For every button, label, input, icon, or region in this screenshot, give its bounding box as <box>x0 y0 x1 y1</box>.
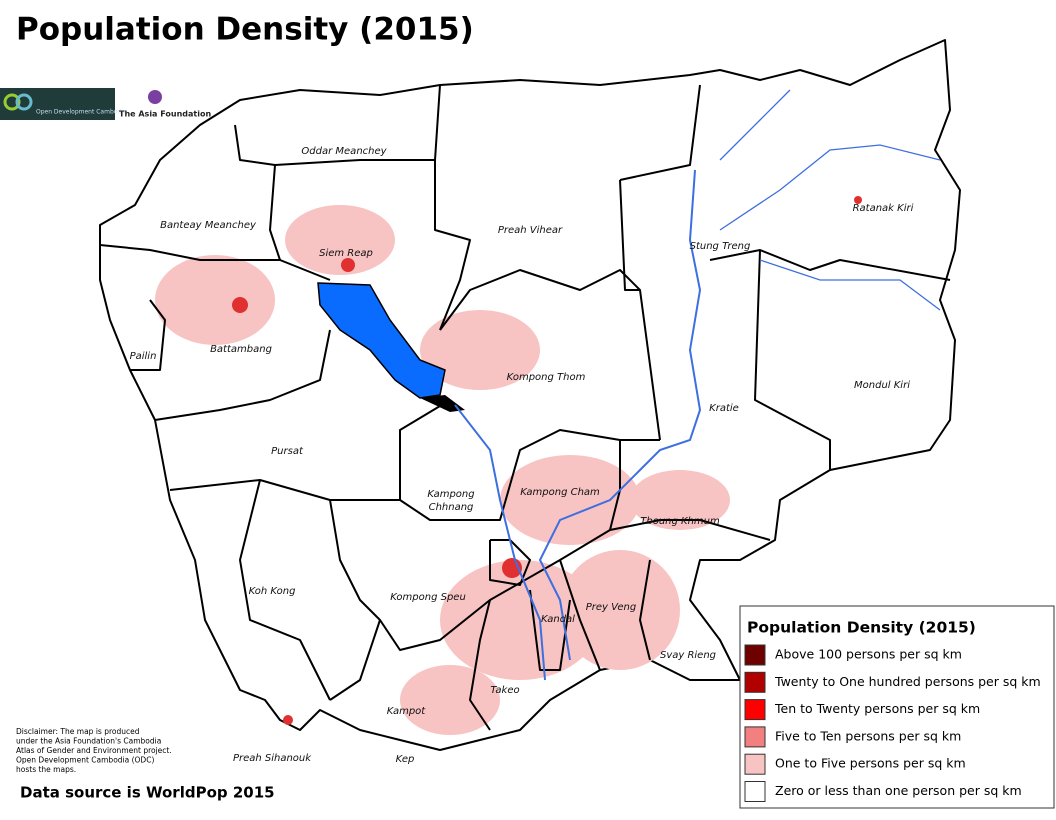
province-label: Kandal <box>541 614 575 625</box>
province-label: Chhnang <box>429 502 474 513</box>
lake-outlet <box>420 395 465 412</box>
density-area <box>630 470 730 530</box>
province-label: Kratie <box>709 403 739 414</box>
province-label: Mondul Kiri <box>854 380 910 391</box>
province-label: Kampong <box>427 489 474 500</box>
province-label: Siem Reap <box>319 248 373 259</box>
logo-text: Open Development Cambodia <box>36 109 127 116</box>
disclaimer-line: Atlas of Gender and Environment project. <box>16 746 172 755</box>
disclaimer-line: Open Development Cambodia (ODC) <box>16 756 154 765</box>
province-label: Svay Rieng <box>660 650 716 661</box>
density-area <box>420 310 540 390</box>
density-area <box>155 255 275 345</box>
province-label: Battambang <box>210 344 272 355</box>
province-label: Banteay Meanchey <box>160 220 257 231</box>
province-label: Stung Treng <box>690 241 751 252</box>
odc-logo: Open Development Cambodia <box>0 88 127 120</box>
dense-spot <box>283 715 293 725</box>
legend-swatch <box>744 644 766 666</box>
legend-label: Five to Ten persons per sq km <box>775 728 961 743</box>
bassac-river <box>454 404 546 681</box>
legend-swatch <box>744 671 766 693</box>
province-label: Kampot <box>387 706 427 717</box>
legend-swatch <box>744 726 766 748</box>
density-area <box>400 665 500 735</box>
logo-mark <box>15 93 33 111</box>
legend: Population Density (2015) Above 100 pers… <box>739 605 1055 809</box>
province-label: Kep <box>396 754 415 765</box>
province-label: Takeo <box>490 685 519 696</box>
province-label: Oddar Meanchey <box>301 146 387 157</box>
province-label: Tboung Khmum <box>640 516 720 527</box>
province-label: Prey Veng <box>586 602 636 613</box>
legend-title: Population Density (2015) <box>747 619 976 637</box>
province-label: Kampong Cham <box>520 487 600 498</box>
tonle-sap-lake <box>317 282 446 399</box>
legend-box <box>739 605 1055 809</box>
disclaimer-line: hosts the maps. <box>16 765 76 774</box>
map-title: Population Density (2015) <box>16 12 474 48</box>
province-label: Pursat <box>271 446 304 457</box>
legend-label: One to Five persons per sq km <box>775 756 966 771</box>
data-source: Data source is WorldPop 2015 <box>20 784 275 802</box>
province-label: Kompong Thom <box>507 372 586 383</box>
logo-mark <box>148 90 162 104</box>
disclaimer-line: Disclaimer: The map is produced <box>16 727 140 736</box>
density-areas <box>155 205 730 735</box>
dense-spots <box>232 196 862 725</box>
province-labels: Oddar Meanchey Banteay Meanchey Siem Reap P… <box>130 146 914 765</box>
province-label: Preah Vihear <box>498 225 563 236</box>
logo-text: The Asia Foundation <box>119 110 211 119</box>
province-label: Koh Kong <box>249 586 296 597</box>
legend-swatch <box>744 699 766 721</box>
legend-label: Zero or less than one person per sq km <box>775 783 1022 798</box>
legend-swatch <box>744 781 766 802</box>
disclaimer-line: under the Asia Foundation's Cambodia <box>16 737 161 746</box>
province-boundaries <box>99 84 951 731</box>
country-outline <box>99 39 961 751</box>
legend-swatch <box>744 753 766 775</box>
tributaries <box>719 89 941 311</box>
asia-foundation-logo: The Asia Foundation <box>119 90 211 119</box>
dense-spot <box>232 297 248 313</box>
province-label: Kompong Speu <box>390 592 466 603</box>
legend-items: Above 100 persons per sq km Twenty to One… <box>744 644 1041 802</box>
density-area <box>285 205 395 275</box>
province-label: Ratanak Kiri <box>853 203 914 214</box>
legend-label: Above 100 persons per sq km <box>775 647 962 662</box>
mekong-river <box>538 169 702 661</box>
density-area <box>500 455 640 545</box>
province-label: Pailin <box>130 351 157 362</box>
density-area <box>560 550 680 670</box>
legend-label: Ten to Twenty persons per sq km <box>774 701 980 716</box>
legend-label: Twenty to One hundred persons per sq km <box>774 674 1041 689</box>
dense-spot <box>341 258 355 272</box>
logo-mark <box>3 93 21 111</box>
province-label: Preah Sihanouk <box>233 753 312 764</box>
dense-spot <box>854 196 862 204</box>
density-area <box>440 560 600 680</box>
